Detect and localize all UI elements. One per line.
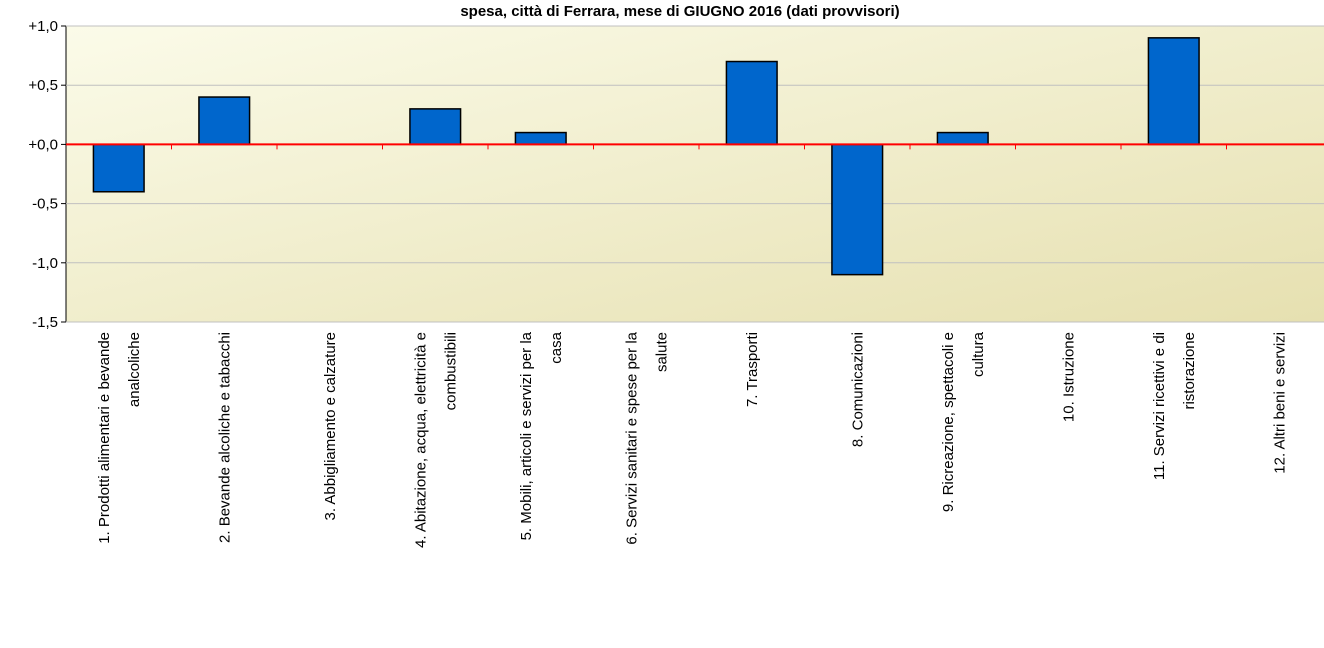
category-label: 4. Abitazione, acqua, elettricità e [412, 332, 429, 548]
bar [1147, 37, 1200, 146]
y-tick-label: -1,0 [32, 255, 58, 272]
category-label: 12. Altri beni e servizi [1271, 332, 1288, 474]
bar [725, 60, 778, 146]
y-tick-label: -0,5 [32, 196, 58, 213]
bar [409, 108, 462, 146]
bar [92, 143, 145, 193]
category-label: 2. Bevande alcoliche e tabacchi [216, 332, 233, 543]
y-tick-label: +1,0 [28, 18, 58, 35]
y-tick-label: -1,5 [32, 314, 58, 331]
bar [514, 131, 567, 146]
category-label: 5. Mobili, articoli e servizi per la [518, 331, 535, 540]
plot-area [65, 25, 1324, 323]
category-label: 1. Prodotti alimentari e bevande [96, 332, 113, 544]
category-label: salute [653, 332, 670, 372]
y-tick-label: +0,5 [28, 77, 58, 94]
y-tick-label: +0,0 [28, 136, 58, 153]
category-label: combustibili [442, 332, 459, 410]
bar [198, 96, 251, 146]
category-label: casa [548, 331, 565, 363]
bar [831, 143, 884, 276]
category-label: 11. Servizi ricettivi e di [1151, 332, 1168, 480]
category-label: ristorazione [1181, 332, 1198, 410]
category-label: 3. Abbigliamento e calzature [322, 332, 339, 520]
category-label: 10. Istruzione [1060, 332, 1077, 422]
category-label: 9. Ricreazione, spettacoli e [940, 332, 957, 512]
category-label: cultura [970, 331, 987, 377]
category-label: 8. Comunicazioni [849, 332, 866, 447]
bar [936, 131, 989, 146]
category-label: 7. Trasporti [744, 332, 761, 407]
category-label: 6. Servizi sanitari e spese per la [623, 331, 640, 544]
category-label: analcoliche [126, 332, 143, 407]
chart-title: spesa, città di Ferrara, mese di GIUGNO … [460, 3, 899, 20]
